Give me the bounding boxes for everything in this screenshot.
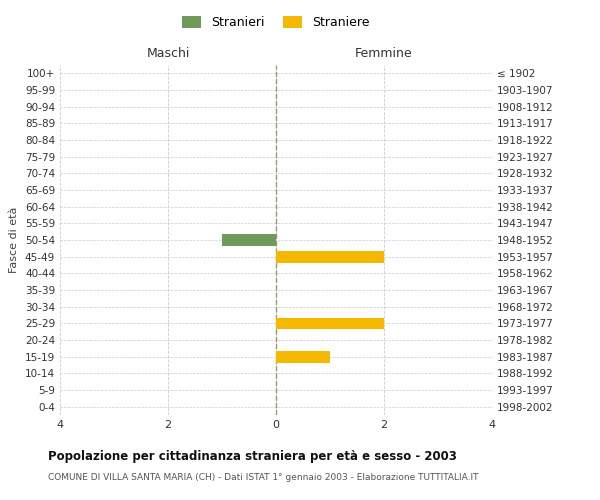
- Text: Popolazione per cittadinanza straniera per età e sesso - 2003: Popolazione per cittadinanza straniera p…: [48, 450, 457, 463]
- Bar: [222, 234, 276, 246]
- Bar: [276, 251, 384, 262]
- Legend: Stranieri, Straniere: Stranieri, Straniere: [178, 11, 374, 34]
- Bar: [276, 318, 384, 329]
- Bar: [276, 351, 330, 362]
- Text: COMUNE DI VILLA SANTA MARIA (CH) - Dati ISTAT 1° gennaio 2003 - Elaborazione TUT: COMUNE DI VILLA SANTA MARIA (CH) - Dati …: [48, 472, 479, 482]
- Y-axis label: Fasce di età: Fasce di età: [10, 207, 19, 273]
- Text: Femmine: Femmine: [355, 47, 413, 60]
- Text: Maschi: Maschi: [146, 47, 190, 60]
